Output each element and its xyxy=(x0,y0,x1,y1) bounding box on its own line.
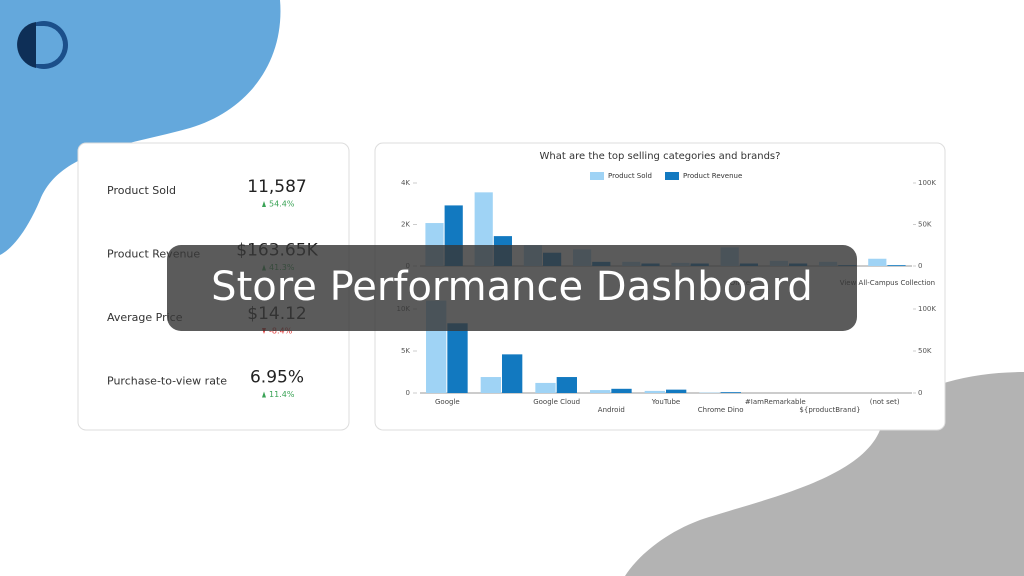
x-tick-label: Chrome Dino xyxy=(698,406,744,414)
bar xyxy=(480,377,501,393)
chart-title: What are the top selling categories and … xyxy=(540,151,781,162)
y-tick-label: 4K xyxy=(401,179,410,187)
x-tick-label: View All-Campus Collection xyxy=(840,279,935,287)
legend-label: Product Revenue xyxy=(683,172,742,180)
kpi-value: 11,587 xyxy=(247,177,306,197)
kpi-arrow xyxy=(262,391,266,398)
bar xyxy=(590,390,611,393)
banner xyxy=(167,245,857,331)
legend-swatch xyxy=(590,172,604,180)
y2-tick-label: 100K xyxy=(918,305,936,313)
kpi-change: 11.4% xyxy=(269,390,295,399)
bar xyxy=(535,382,556,393)
y-tick-label: 2K xyxy=(401,221,410,229)
x-tick-label: Google Cloud xyxy=(533,398,580,406)
bar xyxy=(502,354,523,393)
kpi-label: Average Price xyxy=(107,311,183,324)
bg-blob-blue xyxy=(0,0,281,255)
bar xyxy=(644,390,665,393)
logo xyxy=(17,21,68,69)
y-tick-label: 0 xyxy=(406,389,410,397)
legend: Product Sold Product Revenue xyxy=(590,172,742,180)
legend-label: Product Sold xyxy=(608,172,652,180)
y2-tick-label: 50K xyxy=(918,347,932,355)
bar xyxy=(887,265,906,266)
x-tick-label: YouTube xyxy=(651,398,680,406)
bar xyxy=(868,258,887,266)
y2-tick-label: 100K xyxy=(918,179,936,187)
bar xyxy=(447,323,468,393)
x-tick-label: Android xyxy=(598,406,625,414)
kpi-arrow xyxy=(262,201,266,207)
kpi-change: 54.4% xyxy=(269,200,295,209)
x-tick-label: ${productBrand} xyxy=(799,406,860,414)
kpi-label: Product Sold xyxy=(107,184,176,197)
bar xyxy=(666,389,687,393)
x-tick-label: (not set) xyxy=(870,398,900,406)
x-tick-label: Google xyxy=(435,398,460,406)
banner-title: Store Performance Dashboard xyxy=(211,264,813,310)
y2-tick-label: 0 xyxy=(918,262,922,270)
kpi-value: 6.95% xyxy=(250,368,304,388)
y2-tick-label: 50K xyxy=(918,221,932,229)
y-tick-label: 5K xyxy=(401,347,410,355)
bar xyxy=(556,377,577,393)
bar xyxy=(611,388,632,393)
kpi-label: Purchase-to-view rate xyxy=(107,375,227,388)
bar xyxy=(720,392,741,393)
legend-swatch xyxy=(665,172,679,180)
y2-tick-label: 0 xyxy=(918,389,922,397)
x-tick-label: #IamRemarkable xyxy=(745,398,806,406)
